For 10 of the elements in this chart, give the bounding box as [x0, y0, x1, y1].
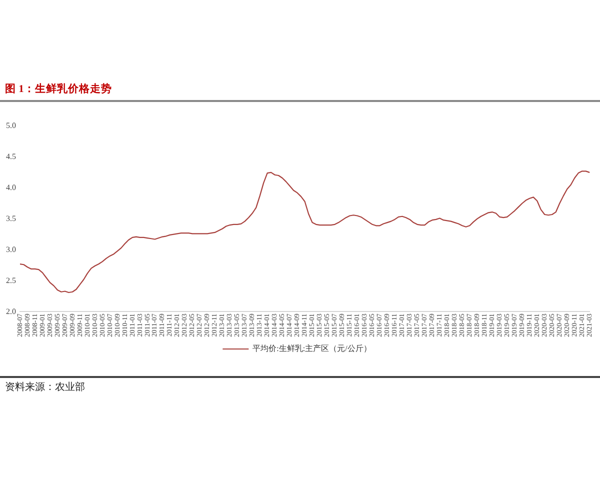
y-tick-label: 2.5 [6, 276, 16, 285]
text: 资料来源：农业部 [5, 381, 85, 394]
legend-label: 平均价:生鲜乳:主产区（元/公斤） [252, 344, 372, 354]
chart-title: 图 1：生鲜乳价格走势 [5, 83, 112, 96]
y-tick-label: 3.5 [6, 214, 16, 223]
y-tick-label: 2.0 [6, 306, 16, 316]
y-tick-label: 3.0 [6, 244, 16, 254]
y-tick-label: 4.5 [6, 152, 16, 162]
y-tick-label: 5.0 [6, 121, 16, 130]
y-tick-label: 4.0 [6, 182, 16, 192]
